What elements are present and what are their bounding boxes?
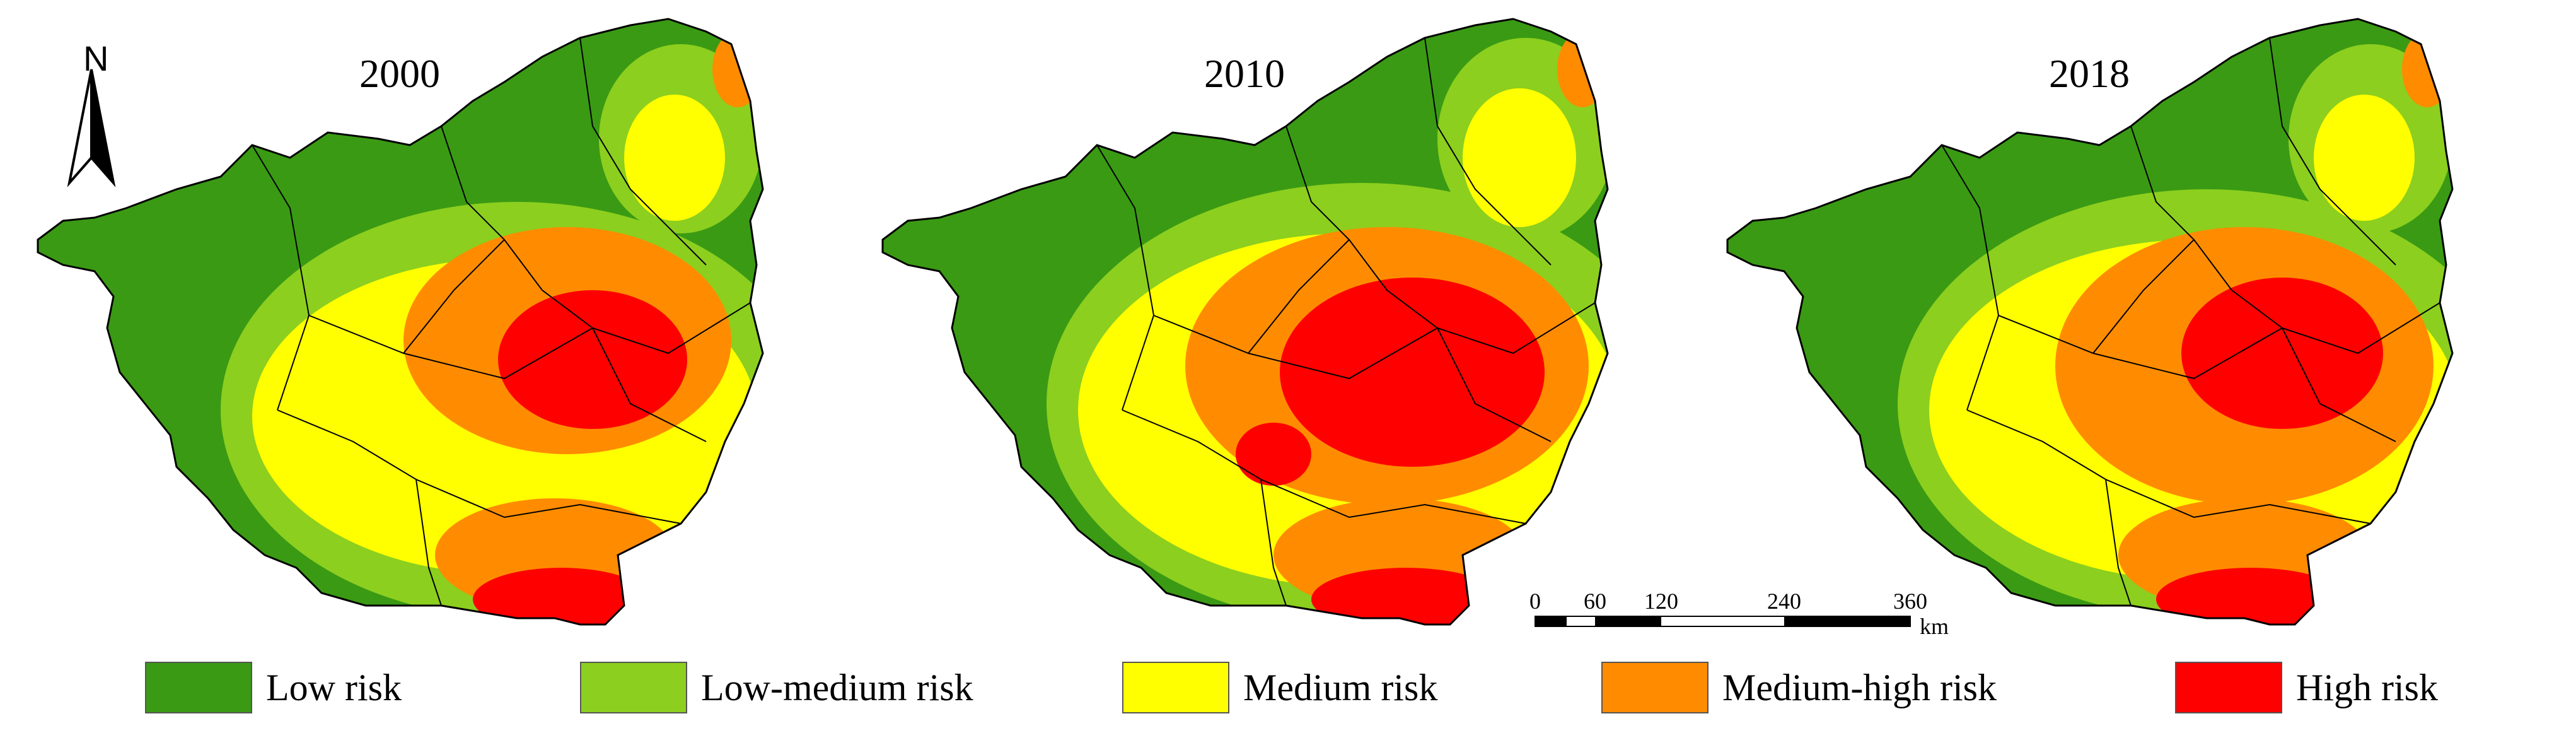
legend-item-low-medium-risk: Low-medium risk bbox=[580, 659, 973, 716]
map-panel-2018: 2018 bbox=[1715, 0, 2572, 631]
scale-tick-label: 240 bbox=[1767, 589, 1801, 614]
legend-label: Low-medium risk bbox=[701, 666, 973, 708]
legend-label: Medium-high risk bbox=[1722, 666, 1997, 708]
legend-swatch bbox=[2175, 662, 2282, 713]
map-year-label: 2000 bbox=[359, 51, 440, 96]
north-letter: N bbox=[83, 38, 109, 78]
north-arrow-icon bbox=[67, 69, 116, 187]
scale-tick-label: 360 bbox=[1893, 589, 1927, 614]
map-year-label: 2010 bbox=[1204, 51, 1285, 96]
legend-label: Low risk bbox=[266, 666, 402, 708]
legend-swatch bbox=[580, 662, 687, 713]
risk-map bbox=[37, 18, 764, 626]
legend-item-low-risk: Low risk bbox=[145, 659, 402, 716]
map-panel-2000: 2000 bbox=[25, 0, 883, 631]
scale-bar: 0 60 120 240 360 km bbox=[1529, 589, 1949, 639]
risk-map bbox=[1726, 18, 2454, 626]
scale-tick-label: 0 bbox=[1529, 589, 1541, 614]
legend-label: Medium risk bbox=[1243, 666, 1438, 708]
legend-item-medium-risk: Medium risk bbox=[1122, 659, 1437, 716]
risk-map bbox=[881, 18, 1609, 626]
map-panel-2010: 2010 bbox=[870, 0, 1727, 631]
legend-label: High risk bbox=[2296, 666, 2438, 708]
scale-unit: km bbox=[1920, 614, 1949, 639]
legend-item-medium-high-risk: Medium-high risk bbox=[1601, 659, 1997, 716]
legend: Low risk Low-medium risk Medium risk Med… bbox=[0, 659, 2576, 722]
legend-swatch bbox=[1601, 662, 1709, 713]
legend-swatch bbox=[1122, 662, 1229, 713]
legend-item-high-risk: High risk bbox=[2175, 659, 2438, 716]
scale-tick-label: 120 bbox=[1644, 589, 1678, 614]
legend-swatch bbox=[145, 662, 252, 713]
map-year-label: 2018 bbox=[2049, 51, 2130, 96]
scale-tick-label: 60 bbox=[1584, 589, 1606, 614]
